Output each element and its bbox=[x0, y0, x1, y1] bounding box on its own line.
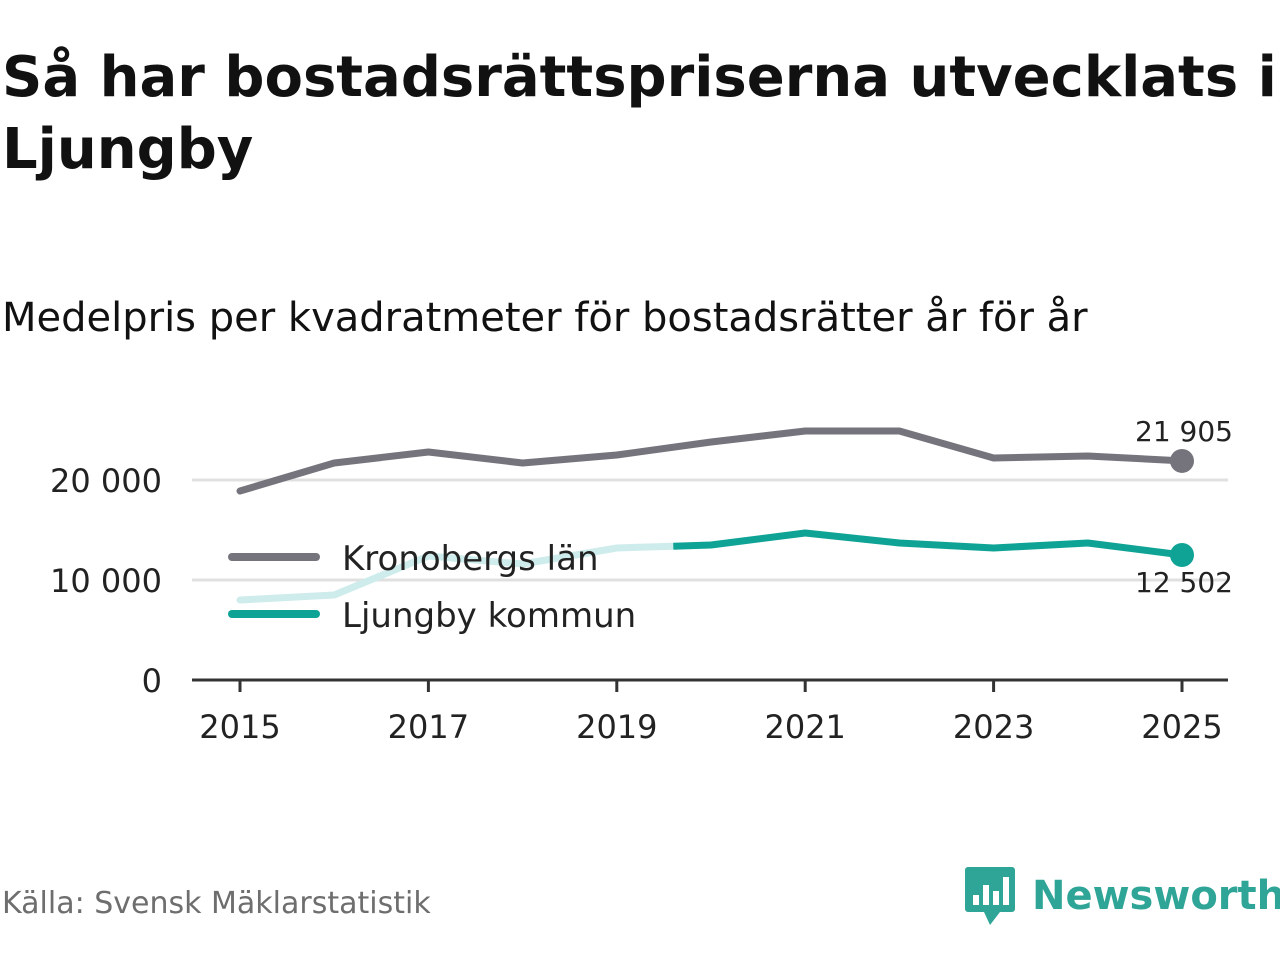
y-tick-label: 20 000 bbox=[50, 462, 162, 500]
end-label-kronobergs-lan: 21 905 bbox=[1135, 415, 1233, 448]
x-tick-label: 2025 bbox=[1141, 708, 1222, 746]
series-line-ljungby-kommun-faded bbox=[236, 542, 677, 604]
source-note: Källa: Svensk Mäklarstatistik bbox=[2, 886, 431, 921]
legend-label-kronobergs-lan: Kronobergs län bbox=[342, 539, 599, 579]
chart-subtitle: Medelpris per kvadratmeter för bostadsrä… bbox=[2, 295, 1088, 341]
newsworthy-logo-text: Newsworthy bbox=[1032, 873, 1280, 919]
newsworthy-logo-icon bbox=[965, 867, 1015, 925]
newsworthy-logo: Newsworthy bbox=[964, 864, 1280, 928]
y-tick-label: 0 bbox=[142, 662, 162, 700]
x-tick-label: 2015 bbox=[199, 708, 280, 746]
x-tick-label: 2023 bbox=[953, 708, 1034, 746]
x-tick-label: 2019 bbox=[576, 708, 657, 746]
series-line-ljungby-kommun bbox=[673, 529, 1183, 559]
chart-title: Så har bostadsrättspriserna utvecklats i… bbox=[2, 45, 1277, 182]
end-point-kronobergs-lan bbox=[1170, 448, 1194, 473]
legend-label-ljungby-kommun: Ljungby kommun bbox=[342, 596, 636, 636]
series-line-kronobergs-lan bbox=[236, 427, 1186, 495]
end-label-ljungby-kommun: 12 502 bbox=[1135, 566, 1233, 599]
x-tick-label: 2017 bbox=[388, 708, 469, 746]
y-tick-label: 10 000 bbox=[50, 562, 162, 600]
end-point-ljungby-kommun bbox=[1170, 542, 1194, 567]
x-tick-label: 2021 bbox=[764, 708, 845, 746]
